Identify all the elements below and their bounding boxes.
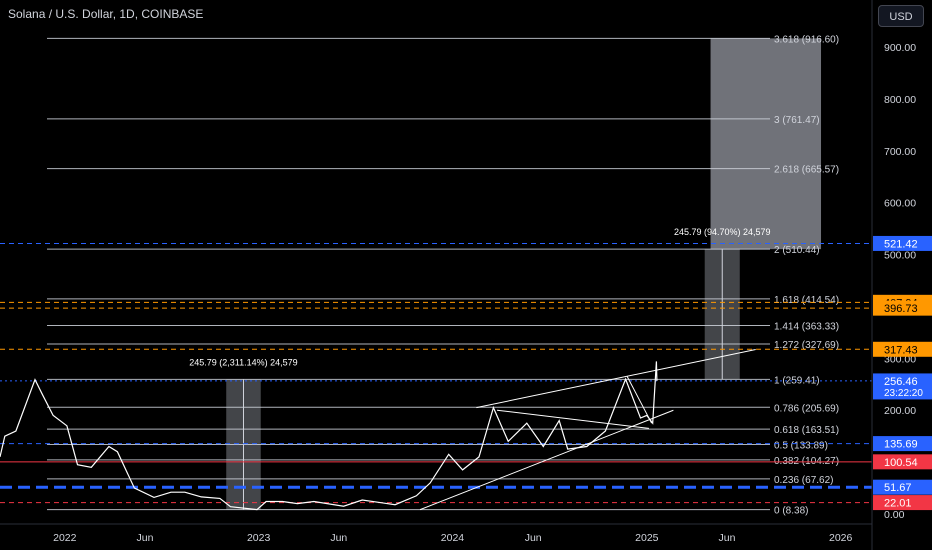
y-tick-label: 0.00 bbox=[884, 509, 905, 521]
price-axis-label-box bbox=[873, 373, 932, 400]
fib-level-label: 0.236 (67.62) bbox=[774, 475, 834, 486]
fib-level-label: 0.786 (205.69) bbox=[774, 403, 839, 414]
measure-label: 245.79 (94.70%) 24,579 bbox=[674, 227, 771, 237]
y-tick-label: 900.00 bbox=[884, 42, 916, 54]
price-axis-label: 396.73 bbox=[884, 303, 918, 315]
price-axis-label-box bbox=[873, 454, 932, 470]
measure-label: 245.79 (2,311.14%) 24,579 bbox=[189, 357, 297, 367]
y-tick-label: 600.00 bbox=[884, 198, 916, 210]
x-tick-label: Jun bbox=[137, 532, 154, 544]
price-axis-label: 100.54 bbox=[884, 457, 918, 469]
x-tick-label: 2023 bbox=[247, 532, 271, 544]
price-axis-label: 317.43 bbox=[884, 344, 918, 356]
fib-level-label: 1.618 (414.54) bbox=[774, 295, 839, 306]
price-axis-label-box bbox=[873, 235, 932, 251]
x-tick-label: Jun bbox=[525, 532, 542, 544]
currency-button[interactable]: USD bbox=[878, 5, 924, 27]
price-axis-label-box bbox=[873, 436, 932, 452]
fib-level-label: 1.414 (363.33) bbox=[774, 321, 839, 332]
price-axis-label: 256.46 bbox=[884, 376, 918, 388]
fib-level-label: 0 (8.38) bbox=[774, 506, 808, 517]
projection-box bbox=[710, 38, 822, 250]
trendline bbox=[419, 409, 674, 511]
x-tick-label: 2024 bbox=[441, 532, 465, 544]
y-tick-label: 700.00 bbox=[884, 146, 916, 158]
fib-level-label: 3.618 (916.60) bbox=[774, 34, 839, 45]
fib-level-label: 0.618 (163.51) bbox=[774, 425, 839, 436]
price-axis-label-box bbox=[873, 341, 932, 357]
trendline bbox=[476, 349, 756, 409]
price-axis-label: 22.01 bbox=[884, 498, 912, 510]
trendline bbox=[497, 409, 650, 429]
fib-level-label: 2.618 (665.57) bbox=[774, 165, 839, 176]
price-axis bbox=[872, 30, 932, 550]
chart-title: Solana / U.S. Dollar, 1D, COINBASE bbox=[8, 7, 204, 21]
fib-level-label: 1.272 (327.69) bbox=[774, 340, 839, 351]
price-axis-label-box bbox=[873, 479, 932, 495]
y-tick-label: 800.00 bbox=[884, 94, 916, 106]
price-series-line bbox=[0, 361, 658, 511]
price-axis-label: 51.67 bbox=[884, 482, 912, 494]
x-tick-label: 2026 bbox=[829, 532, 853, 544]
y-tick-label: 500.00 bbox=[884, 250, 916, 262]
price-axis-label-box bbox=[873, 300, 932, 316]
price-axis-label: 521.42 bbox=[884, 238, 918, 250]
price-axis-label-box bbox=[873, 495, 932, 511]
price-axis-countdown: 23:22:20 bbox=[884, 388, 923, 399]
x-tick-label: Jun bbox=[330, 532, 347, 544]
price-axis-label: 135.69 bbox=[884, 439, 918, 451]
y-tick-label: 200.00 bbox=[884, 405, 916, 417]
fib-level-label: 0.5 (133.89) bbox=[774, 441, 828, 452]
fib-level-label: 3 (761.47) bbox=[774, 115, 820, 126]
fib-level-label: 2 (510.44) bbox=[774, 245, 820, 256]
x-tick-label: Jun bbox=[719, 532, 736, 544]
x-tick-label: 2022 bbox=[53, 532, 77, 544]
x-tick-label: 2025 bbox=[635, 532, 659, 544]
